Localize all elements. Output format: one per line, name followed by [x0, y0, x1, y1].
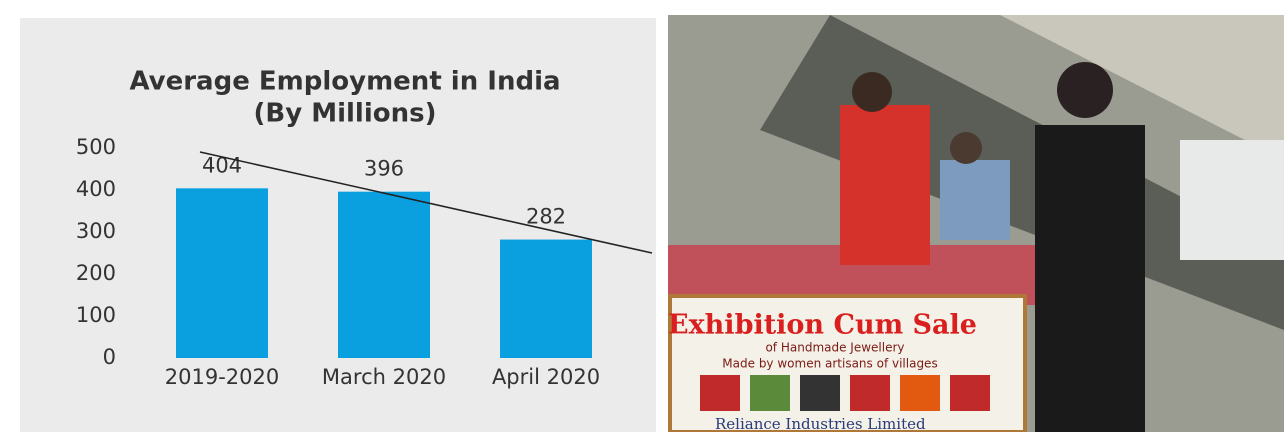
x-tick-label: April 2020 [492, 365, 600, 389]
bar [176, 188, 268, 358]
bar [500, 239, 592, 358]
banner-subtitle: of Handmade Jewellery [765, 341, 904, 355]
photo: Exhibition Cum Sale of Handmade Jeweller… [668, 15, 1284, 432]
value-label: 282 [526, 205, 566, 229]
bar [338, 191, 430, 358]
y-tick-label: 400 [76, 177, 116, 201]
y-tick-label: 100 [76, 303, 116, 327]
banner-tagline: Made by women artisans of villages [722, 357, 937, 371]
y-tick-label: 200 [76, 261, 116, 285]
banner-sponsor: Reliance Industries Limited [715, 415, 926, 432]
y-tick-label: 500 [76, 135, 116, 159]
chart-subtitle: (By Millions) [254, 99, 437, 129]
x-tick-label: 2019-2020 [165, 365, 279, 389]
chart-title: Average Employment in India [129, 67, 560, 97]
y-tick-label: 300 [76, 219, 116, 243]
y-tick-label: 0 [103, 345, 116, 369]
banner-title: Exhibition Cum Sale [668, 310, 977, 341]
trend-line [199, 151, 653, 254]
value-label: 396 [364, 157, 404, 181]
x-tick-label: March 2020 [322, 365, 446, 389]
